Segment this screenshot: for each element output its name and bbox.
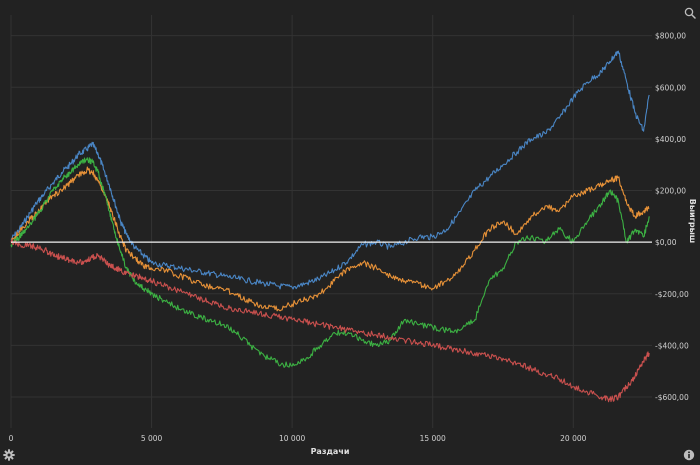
zoom-button[interactable] [683,6,697,20]
info-button[interactable] [682,448,696,462]
y-tick-label: -$400,00 [655,341,689,350]
y-tick-label: -$200,00 [655,290,689,299]
y-axis-ticks: $800,00 $600,00 $400,00 $200,00 $0,00 -$200,0… [655,32,689,402]
series-line-4 [10,239,650,403]
y-tick-label: $800,00 [655,32,686,41]
series-layer [10,50,650,403]
x-axis-ticks: 0 5 000 10 000 15 000 20 000 [9,434,587,443]
x-tick-label: 15 000 [420,434,446,443]
x-tick-label: 0 [9,434,14,443]
x-tick-label: 10 000 [279,434,305,443]
info-icon [683,449,695,461]
series-line-3 [10,157,650,368]
settings-button[interactable] [2,448,16,462]
gear-icon [3,449,15,461]
y-tick-label: $600,00 [655,83,686,92]
y-tick-label: -$600,00 [655,393,689,402]
y-tick-label: $0,00 [655,238,677,247]
series-line-1 [10,50,650,290]
y-tick-label: $400,00 [655,135,686,144]
y-tick-label: $200,00 [655,187,686,196]
y-axis-title: Выигрыш [688,199,697,244]
x-tick-label: 20 000 [560,434,586,443]
series-line-2 [10,166,650,312]
grid-lines [10,15,652,428]
x-tick-label: 5 000 [141,434,163,443]
x-axis-title: Раздачи [311,447,350,456]
zoom-icon [684,7,696,19]
